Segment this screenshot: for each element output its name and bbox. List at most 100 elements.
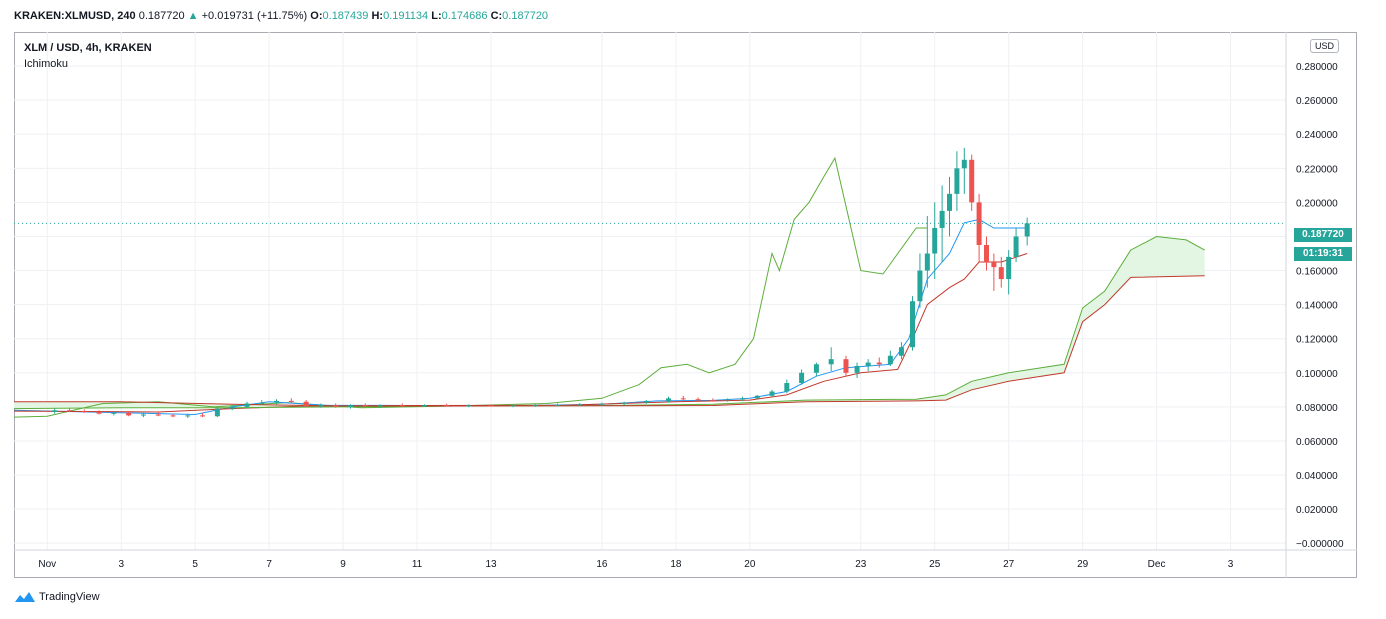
candle-body — [695, 399, 701, 401]
candle-body — [865, 362, 871, 366]
candle-body — [898, 347, 904, 356]
x-tick-label: Nov — [38, 559, 56, 570]
low-value: 0.174686 — [441, 10, 488, 22]
ichimoku-cloud — [14, 236, 1205, 409]
candle-body — [303, 401, 309, 407]
candle-body — [599, 403, 605, 405]
candle-body — [488, 405, 494, 407]
candle-body — [347, 405, 353, 407]
x-tick-label: 25 — [929, 559, 941, 570]
open-label: O: — [310, 10, 323, 22]
ichimoku-lines — [14, 156, 1205, 418]
y-tick-label: 0.260000 — [1296, 96, 1338, 107]
candle-body — [924, 253, 930, 271]
candle-body — [126, 412, 132, 416]
candle-body — [976, 202, 982, 245]
candle-body — [665, 398, 671, 401]
close-value: 0.187720 — [502, 10, 549, 22]
candle-body — [81, 411, 87, 413]
candle-body — [983, 244, 989, 263]
candle-body — [799, 372, 805, 384]
candle-body — [185, 415, 191, 417]
x-tick-label: 27 — [1003, 559, 1015, 570]
candle-body — [932, 227, 938, 254]
chart-legend-title[interactable]: XLM / USD, 4h, KRAKEN — [24, 42, 152, 54]
candle-body — [444, 405, 450, 407]
last-price-value: 0.187720 — [138, 10, 185, 22]
y-tick-label: 0.040000 — [1296, 471, 1338, 482]
symbol-name: KRAKEN:XLMUSD, 240 — [14, 10, 136, 22]
candle-body — [998, 267, 1004, 280]
candle-body — [917, 270, 923, 302]
candle-body — [769, 391, 775, 396]
candle-body — [939, 210, 945, 228]
candle-body — [784, 383, 790, 392]
candle-body — [333, 405, 339, 407]
up-arrow-icon: ▲ — [187, 10, 199, 22]
candle-body — [843, 359, 849, 373]
brand-label: TradingView — [39, 591, 100, 603]
candle-body — [643, 400, 649, 403]
candle-body — [399, 405, 405, 407]
y-tick-label: 0.200000 — [1296, 198, 1338, 209]
candle-body — [96, 411, 102, 414]
bar-countdown-tag: 01:19:31 — [1294, 247, 1352, 261]
candle-body — [510, 405, 516, 407]
y-tick-label: 0.140000 — [1296, 301, 1338, 312]
indicator-legend[interactable]: Ichimoku — [24, 58, 69, 70]
candle-body — [318, 405, 324, 407]
candle-body — [754, 395, 760, 399]
y-tick-label: 0.220000 — [1296, 164, 1338, 175]
low-label: L: — [431, 10, 442, 22]
y-tick-label: 0.280000 — [1296, 62, 1338, 73]
candle-body — [52, 410, 58, 412]
candle-body — [66, 410, 72, 412]
candlesticks[interactable] — [52, 147, 1030, 418]
candle-body — [680, 398, 686, 400]
x-tick-label: 9 — [340, 559, 346, 570]
candle-body — [739, 398, 745, 400]
candle-body — [991, 262, 997, 268]
candle-body — [954, 168, 960, 194]
candle-body — [621, 402, 627, 404]
candle-body — [259, 402, 265, 404]
currency-badge[interactable]: USD — [1310, 39, 1340, 53]
x-tick-label: 29 — [1077, 559, 1089, 570]
tradingview-brand[interactable]: TradingView — [14, 591, 100, 603]
symbol-header: KRAKEN:XLMUSD, 240 0.187720 ▲ +0.019731 … — [14, 10, 548, 22]
candle-body — [362, 405, 368, 407]
candle-body — [555, 404, 561, 406]
x-tick-label: Dec — [1148, 559, 1166, 570]
candle-body — [887, 355, 893, 365]
x-tick-label: 3 — [118, 559, 124, 570]
candle-body — [111, 412, 117, 414]
candle-body — [1024, 223, 1030, 237]
candle-body — [421, 405, 427, 407]
y-tick-label: 0.080000 — [1296, 403, 1338, 414]
candle-body — [288, 400, 294, 402]
candle-body — [813, 364, 819, 373]
candle-body — [532, 405, 538, 407]
x-tick-label: 13 — [485, 559, 497, 570]
y-tick-label: 0.020000 — [1296, 505, 1338, 516]
x-tick-label: 16 — [596, 559, 608, 570]
candle-body — [170, 415, 176, 417]
x-tick-label: 18 — [670, 559, 682, 570]
candle-body — [725, 399, 731, 401]
high-label: H: — [371, 10, 384, 22]
candle-body — [377, 405, 383, 407]
y-tick-label: 0.120000 — [1296, 335, 1338, 346]
y-tick-label: 0.240000 — [1296, 130, 1338, 141]
candle-body — [155, 414, 161, 416]
candle-body — [466, 405, 472, 407]
close-label: C: — [490, 10, 503, 22]
price-change: +0.019731 (+11.75%) — [201, 10, 308, 22]
candle-body — [828, 359, 834, 365]
candle-body — [274, 400, 280, 403]
price-chart[interactable]: 0.280000 0.260000 0.240000 0.220000 0.200000… — [14, 32, 1357, 578]
y-tick-label: 0.100000 — [1296, 369, 1338, 380]
series-line — [14, 275, 1205, 407]
candle-body — [969, 159, 975, 203]
candle-body — [229, 406, 235, 409]
candle-body — [1006, 256, 1012, 280]
